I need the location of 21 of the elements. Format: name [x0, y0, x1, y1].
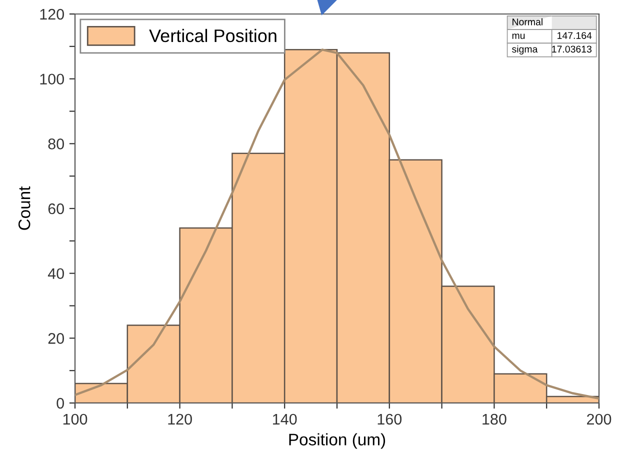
annotation: 147.164 — [558, 32, 592, 39]
x-tick-label: 120 — [168, 414, 192, 425]
x-axis-title: Position (um) — [289, 433, 386, 449]
y-tick-label: 0 — [56, 398, 64, 409]
annotation: sigma — [512, 45, 538, 55]
x-tick-label: 200 — [587, 414, 612, 425]
x-tick-label: 160 — [378, 414, 402, 425]
x-tick-label: 180 — [482, 414, 506, 425]
annotation: Normal — [512, 18, 542, 26]
y-axis-title: Count — [18, 186, 30, 230]
x-tick-label: 140 — [273, 414, 297, 425]
y-tick-label: 120 — [40, 8, 64, 20]
y-tick-label: 60 — [48, 203, 64, 214]
annotation: 17.03613 — [552, 46, 592, 53]
x-tick-label: 100 — [63, 414, 88, 425]
y-tick-label: 20 — [48, 333, 64, 344]
annotation: mu — [512, 34, 525, 39]
y-tick-label: 80 — [48, 138, 64, 150]
y-tick-label: 100 — [40, 74, 64, 85]
legend-label: Vertical Position — [149, 28, 276, 42]
y-tick-label: 40 — [48, 268, 64, 280]
